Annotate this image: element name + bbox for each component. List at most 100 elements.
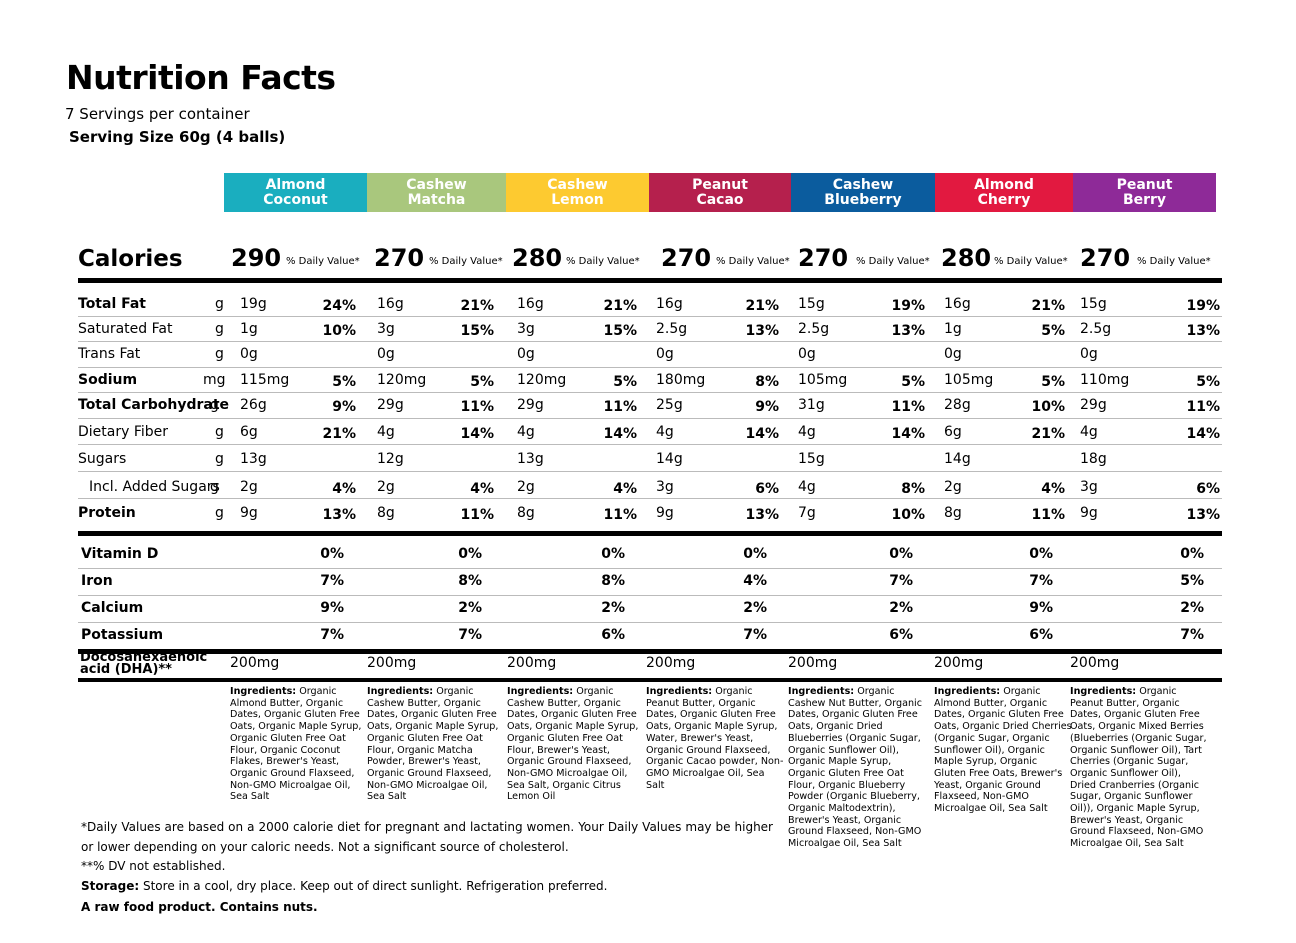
dha-amount: 200mg xyxy=(1070,655,1120,671)
nutrient-amount: 3g xyxy=(656,479,674,495)
thick-divider-dha xyxy=(78,649,1222,654)
nutrient-amount: 2g xyxy=(377,479,395,495)
nutrient-daily-value: 8% xyxy=(901,481,925,497)
vitamin-daily-value: 2% xyxy=(458,600,482,616)
calories-value: 280 xyxy=(512,244,563,272)
daily-value-label: % Daily Value* xyxy=(856,256,930,267)
nutrient-amount: 31g xyxy=(798,397,825,413)
nutrient-amount: 28g xyxy=(944,397,971,413)
nutrient-daily-value: 4% xyxy=(1041,481,1065,497)
ingredients-label: Ingredients: xyxy=(934,686,1001,697)
thick-divider-top xyxy=(78,278,1222,283)
nutrient-amount: 4g xyxy=(798,424,816,440)
nutrient-amount: 4g xyxy=(656,424,674,440)
nutrient-label: Protein xyxy=(78,505,136,521)
row-divider xyxy=(78,418,1222,419)
nutrient-amount: 4g xyxy=(1080,424,1098,440)
flavor-header: Cashew Lemon xyxy=(506,173,649,212)
vitamin-daily-value: 6% xyxy=(889,627,913,643)
nutrient-label: Incl. Added Sugars xyxy=(89,479,220,495)
ingredients-text: Ingredients: Organic Almond Butter, Orga… xyxy=(230,686,368,803)
nutrient-amount: 9g xyxy=(656,505,674,521)
dha-amount: 200mg xyxy=(646,655,696,671)
nutrient-daily-value: 13% xyxy=(745,507,779,523)
nutrient-unit: g xyxy=(215,321,224,337)
vitamin-daily-value: 0% xyxy=(458,546,482,562)
nutrient-amount: 9g xyxy=(1080,505,1098,521)
nutrient-amount: 8g xyxy=(377,505,395,521)
flavor-header: Almond Coconut xyxy=(224,173,367,212)
nutrient-daily-value: 5% xyxy=(1041,323,1065,339)
daily-value-label: % Daily Value* xyxy=(286,256,360,267)
nutrient-amount: 2g xyxy=(240,479,258,495)
nutrient-amount: 2.5g xyxy=(656,321,688,337)
nutrient-amount: 1g xyxy=(944,321,962,337)
flavor-header: Peanut Berry xyxy=(1073,173,1216,212)
nutrient-amount: 4g xyxy=(517,424,535,440)
nutrient-label: Total Fat xyxy=(78,296,147,312)
nutrient-label: Dietary Fiber xyxy=(78,424,169,440)
ingredients-list: Organic Cashew Butter, Organic Dates, Or… xyxy=(367,686,499,803)
row-divider xyxy=(78,367,1222,368)
nutrient-daily-value: 11% xyxy=(460,507,494,523)
nutrient-amount: 2.5g xyxy=(1080,321,1112,337)
nutrient-daily-value: 5% xyxy=(613,374,637,390)
nutrient-daily-value: 13% xyxy=(1186,323,1220,339)
ingredients-list: Organic Cashew Nut Butter, Organic Dates… xyxy=(788,686,922,850)
vitamin-daily-value: 2% xyxy=(1180,600,1204,616)
nutrient-amount: 15g xyxy=(798,296,825,312)
nutrient-daily-value: 21% xyxy=(1031,298,1065,314)
nutrient-amount: 8g xyxy=(944,505,962,521)
dha-amount: 200mg xyxy=(934,655,984,671)
nutrient-amount: 4g xyxy=(377,424,395,440)
nutrient-amount: 110mg xyxy=(1080,372,1130,388)
row-divider xyxy=(78,498,1222,499)
ingredients-text: Ingredients: Organic Cashew Nut Butter, … xyxy=(788,686,926,850)
daily-value-label: % Daily Value* xyxy=(1137,256,1211,267)
nutrient-unit: g xyxy=(215,451,224,467)
vitamin-daily-value: 7% xyxy=(743,627,767,643)
nutrient-amount: 3g xyxy=(1080,479,1098,495)
dha-amount: 200mg xyxy=(788,655,838,671)
vitamin-daily-value: 2% xyxy=(743,600,767,616)
ingredients-list: Organic Almond Butter, Organic Dates, Or… xyxy=(934,686,1072,815)
nutrient-daily-value: 8% xyxy=(755,374,779,390)
nutrient-amount: 3g xyxy=(377,321,395,337)
nutrient-amount: 25g xyxy=(656,397,683,413)
nutrient-amount: 6g xyxy=(240,424,258,440)
ingredients-text: Ingredients: Organic Cashew Butter, Orga… xyxy=(367,686,505,803)
nutrient-amount: 120mg xyxy=(377,372,427,388)
ingredients-label: Ingredients: xyxy=(646,686,713,697)
nutrient-daily-value: 6% xyxy=(1196,481,1220,497)
ingredients-label: Ingredients: xyxy=(367,686,434,697)
nutrient-daily-value: 21% xyxy=(745,298,779,314)
ingredients-label: Ingredients: xyxy=(507,686,574,697)
vitamin-daily-value: 0% xyxy=(601,546,625,562)
ingredients-text: Ingredients: Organic Peanut Butter, Orga… xyxy=(646,686,784,791)
nutrient-amount: 0g xyxy=(377,346,395,362)
thick-divider-bottom xyxy=(78,678,1222,682)
vitamin-daily-value: 7% xyxy=(1180,627,1204,643)
nutrient-daily-value: 9% xyxy=(755,399,779,415)
nutrient-amount: 3g xyxy=(517,321,535,337)
vitamin-row-divider xyxy=(78,568,1222,569)
vitamin-daily-value: 7% xyxy=(320,573,344,589)
serving-size: Serving Size 60g (4 balls) xyxy=(69,128,286,146)
vitamin-label: Potassium xyxy=(81,627,164,643)
nutrient-daily-value: 14% xyxy=(891,426,925,442)
daily-value-label: % Daily Value* xyxy=(566,256,640,267)
nutrient-amount: 2.5g xyxy=(798,321,830,337)
vitamin-daily-value: 4% xyxy=(743,573,767,589)
nutrient-amount: 105mg xyxy=(944,372,994,388)
calories-value: 270 xyxy=(1080,244,1131,272)
nutrient-amount: 2g xyxy=(517,479,535,495)
ingredients-list: Organic Peanut Butter, Organic Dates, Or… xyxy=(1070,686,1207,850)
nutrient-unit: g xyxy=(215,505,224,521)
nutrient-daily-value: 10% xyxy=(1031,399,1065,415)
vitamin-label: Iron xyxy=(81,573,113,589)
nutrient-amount: 13g xyxy=(517,451,544,467)
vitamin-row-divider xyxy=(78,595,1222,596)
vitamin-daily-value: 8% xyxy=(601,573,625,589)
vitamin-daily-value: 2% xyxy=(601,600,625,616)
page-title: Nutrition Facts xyxy=(66,58,336,97)
